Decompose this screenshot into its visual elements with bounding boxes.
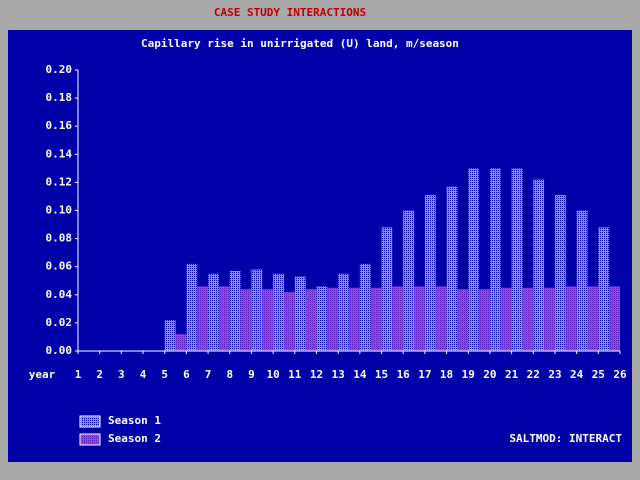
x-tick-label: 9 xyxy=(248,368,255,381)
bar xyxy=(565,286,577,351)
y-tick-label: 0.08 xyxy=(46,232,73,245)
x-tick-label: 22 xyxy=(527,368,540,381)
bar xyxy=(283,291,295,351)
bar xyxy=(305,289,317,351)
legend-swatch xyxy=(79,415,101,428)
x-tick-label: 7 xyxy=(205,368,212,381)
x-axis-label: year xyxy=(29,368,56,381)
bar xyxy=(262,289,274,351)
bar xyxy=(424,195,436,351)
bar xyxy=(294,276,306,351)
bar xyxy=(359,263,371,351)
x-tick-label: 2 xyxy=(96,368,103,381)
bar xyxy=(414,286,425,351)
footer: SALTMOD: INTERACT xyxy=(509,432,622,445)
bar xyxy=(468,168,480,351)
bar xyxy=(500,287,512,351)
x-tick-label: 14 xyxy=(353,368,367,381)
legend-label: Season 2 xyxy=(108,432,161,445)
x-tick-label: 20 xyxy=(483,368,496,381)
x-tick-label: 16 xyxy=(397,368,411,381)
bar xyxy=(511,168,523,351)
bar xyxy=(208,273,219,351)
x-tick-label: 19 xyxy=(462,368,475,381)
x-tick-label: 21 xyxy=(505,368,519,381)
y-tick-label: 0.20 xyxy=(46,63,73,76)
bar xyxy=(609,286,620,351)
bar xyxy=(522,287,534,351)
x-tick-label: 1 xyxy=(75,368,82,381)
bar xyxy=(392,286,404,351)
bar xyxy=(544,287,555,351)
bar xyxy=(587,286,599,351)
bar xyxy=(251,269,263,351)
x-tick-label: 8 xyxy=(226,368,233,381)
chart-title: Capillary rise in unirrigated (U) land, … xyxy=(141,37,459,50)
bar xyxy=(175,334,187,351)
bar xyxy=(229,270,241,351)
panel xyxy=(8,30,632,462)
y-tick-label: 0.04 xyxy=(46,288,73,301)
bar xyxy=(598,227,610,351)
y-tick-label: 0.00 xyxy=(46,344,73,357)
x-tick-label: 4 xyxy=(140,368,147,381)
bar xyxy=(338,273,349,351)
legend-swatch xyxy=(79,433,101,446)
x-tick-label: 13 xyxy=(332,368,345,381)
x-tick-label: 18 xyxy=(440,368,453,381)
x-tick-label: 23 xyxy=(548,368,561,381)
x-tick-label: 5 xyxy=(161,368,168,381)
header: CASE STUDY INTERACTIONS xyxy=(214,6,366,19)
bar xyxy=(186,263,198,351)
bar xyxy=(533,179,545,351)
bar xyxy=(554,195,566,351)
x-tick-label: 6 xyxy=(183,368,190,381)
x-tick-label: 15 xyxy=(375,368,388,381)
bar xyxy=(403,210,415,351)
bar xyxy=(370,287,382,351)
x-tick-label: 12 xyxy=(310,368,323,381)
y-tick-label: 0.14 xyxy=(46,147,73,160)
bar xyxy=(435,286,447,351)
legend-label: Season 1 xyxy=(108,414,161,427)
y-tick-label: 0.18 xyxy=(46,91,73,104)
x-tick-label: 3 xyxy=(118,368,125,381)
bar xyxy=(479,289,490,351)
x-tick-label: 26 xyxy=(613,368,627,381)
bar xyxy=(218,286,230,351)
bar xyxy=(240,289,252,351)
bar xyxy=(446,186,458,351)
bar xyxy=(489,168,501,351)
bar xyxy=(457,289,469,351)
x-tick-label: 25 xyxy=(592,368,605,381)
x-tick-label: 10 xyxy=(266,368,279,381)
bar xyxy=(273,273,284,351)
x-tick-label: 17 xyxy=(418,368,431,381)
x-tick-label: 24 xyxy=(570,368,584,381)
x-tick-label: 11 xyxy=(288,368,302,381)
y-tick-label: 0.02 xyxy=(46,316,73,329)
bar xyxy=(576,210,588,351)
bar xyxy=(316,286,328,351)
y-tick-label: 0.16 xyxy=(46,119,73,132)
y-tick-label: 0.12 xyxy=(46,175,73,188)
bar xyxy=(164,320,176,351)
bar xyxy=(349,287,360,351)
bar xyxy=(327,287,339,351)
y-tick-label: 0.10 xyxy=(46,204,73,217)
bar xyxy=(197,286,209,351)
y-tick-label: 0.06 xyxy=(46,260,73,273)
bar xyxy=(381,227,393,351)
